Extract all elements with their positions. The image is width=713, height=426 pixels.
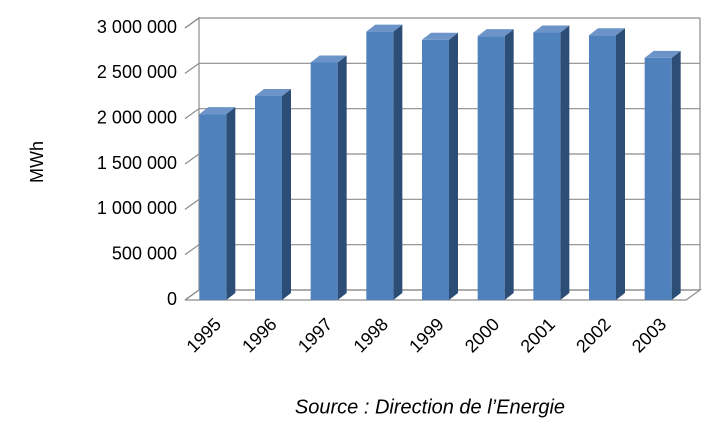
bar-top [199,107,236,115]
bar-top [366,24,403,32]
x-tick-label: 2002 [572,314,614,356]
bar-side [560,25,570,301]
bar-top [310,55,347,63]
x-tick-label: 1995 [183,314,225,356]
x-tick-label: 2001 [517,314,559,356]
x-tick-label: 1998 [350,314,392,356]
y-tick-label: 2 500 000 [97,62,177,82]
bar-side [337,55,347,300]
bar-top [644,50,681,58]
bar-side [449,32,458,300]
grid-line [184,62,700,74]
bar-top [533,25,570,33]
bar [199,114,227,300]
bar [644,57,672,300]
y-tick-label: 500 000 [112,243,177,263]
bar-side [393,24,403,300]
bar-top [255,89,291,96]
grid-line [184,289,700,301]
x-tick-label: 2000 [461,314,503,356]
y-tick-label: 1 000 000 [97,198,177,218]
y-axis-label: MWh [27,141,47,183]
x-tick-label: 1999 [405,314,447,356]
bar-side [226,107,236,300]
y-tick-label: 1 500 000 [97,153,177,173]
y-tick-label: 2 000 000 [97,107,177,127]
y-tick-label: 3 000 000 [97,17,177,37]
bar-side [504,29,514,300]
x-tick-label: 2003 [628,314,670,356]
grid-line [184,198,700,210]
bar [477,36,505,300]
x-tick-label: 1996 [238,314,280,356]
x-tick-label: 1997 [294,314,336,356]
bar [533,32,561,301]
grid-line [184,244,700,256]
bar-side [616,28,625,301]
bar-top [477,29,514,37]
grid-line [184,108,700,120]
y-tick-label: 0 [167,289,177,309]
bar-top [422,32,458,40]
bar-side [282,89,291,300]
grid-line [184,17,700,29]
bar [310,62,338,300]
bar [255,96,282,300]
grid-line [184,153,700,165]
bar-top [589,28,625,36]
bar-side [671,50,681,300]
bar [589,35,616,301]
bar [366,31,394,300]
caption: Source : Direction de l’Energie [295,396,565,418]
bar [422,39,449,300]
